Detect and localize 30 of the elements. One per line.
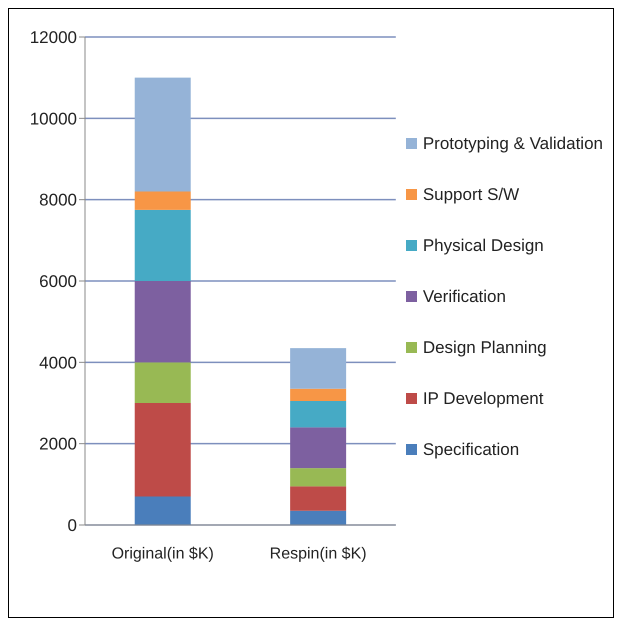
legend-label: Support S/W xyxy=(422,184,520,204)
bar xyxy=(290,486,346,511)
legend-label: Specification xyxy=(422,440,520,460)
legend-label: Prototyping & Validation xyxy=(422,134,603,154)
bar xyxy=(134,192,191,210)
legend-label: IP Development xyxy=(422,388,544,408)
bar xyxy=(290,510,346,525)
bar xyxy=(134,78,191,192)
y-tick-label: 10000 xyxy=(30,109,77,128)
bar xyxy=(290,388,346,401)
bar xyxy=(290,348,346,389)
bar xyxy=(134,362,191,403)
legend-label: Physical Design xyxy=(422,236,544,256)
bar xyxy=(290,468,346,486)
bar xyxy=(134,281,191,362)
legend-label: Verification xyxy=(422,286,506,306)
bar xyxy=(134,210,191,281)
x-tick-label: Respin(in $K) xyxy=(270,545,367,562)
bar xyxy=(134,403,191,497)
bar xyxy=(290,400,346,428)
y-tick-label: 4000 xyxy=(39,353,77,372)
y-tick-label: 12000 xyxy=(30,28,77,48)
y-tick-label: 0 xyxy=(68,516,77,536)
y-tick-label: 8000 xyxy=(39,190,77,210)
y-tick-label: 6000 xyxy=(39,272,77,292)
bar xyxy=(290,427,346,468)
bar xyxy=(134,496,191,525)
legend-label: Design Planning xyxy=(422,338,547,358)
y-tick-label: 2000 xyxy=(39,434,77,454)
x-tick-label: Original(in $K) xyxy=(112,545,214,562)
